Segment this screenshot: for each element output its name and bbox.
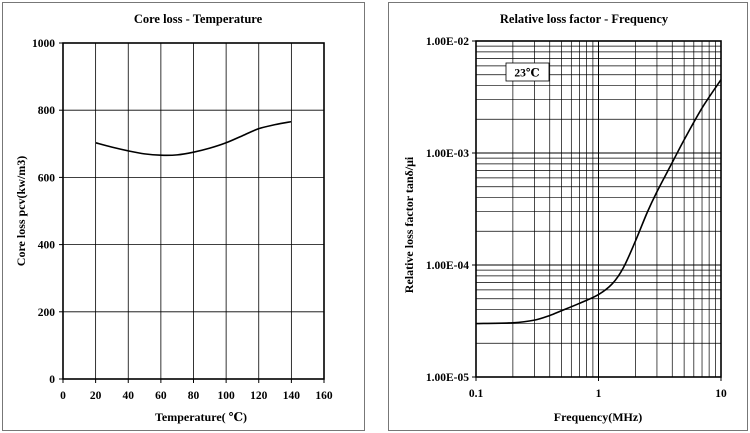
y-tick-label: 0 — [49, 374, 55, 386]
x-tick-label: 40 — [123, 390, 135, 402]
x-tick-label: 80 — [188, 390, 200, 402]
loss-factor-chart: Relative loss factor - Frequency 0.1 1 10 1… — [402, 12, 727, 424]
y-tick-label: 1.00E-05 — [426, 372, 469, 384]
y-axis-label: Core loss pcv(kw/m3) — [14, 156, 28, 266]
chart-title: Relative loss factor - Frequency — [500, 12, 669, 26]
x-tick-label: 140 — [283, 390, 301, 402]
y-tick-label: 200 — [38, 307, 56, 319]
annotation-box — [505, 62, 550, 82]
y-tick-label: 800 — [38, 105, 56, 117]
y-tick-label: 400 — [38, 240, 56, 252]
x-tick-label: 0 — [60, 390, 66, 402]
y-tick-label: 1.00E-02 — [426, 36, 469, 48]
core-loss-series-line — [95, 120, 292, 157]
y-axis-label: Relative loss factor tanδ/μi — [402, 156, 416, 293]
y-tick-label: 600 — [38, 172, 56, 184]
y-tick-label: 1.00E-03 — [426, 148, 469, 160]
x-axis-label: Temperature( ℃) — [155, 410, 247, 424]
temperature-annotation: 23℃ — [514, 68, 540, 80]
core-loss-chart: Core loss - Temperature 0 20 40 60 80 100 120 1… — [14, 12, 333, 424]
x-tick-label: 100 — [218, 390, 236, 402]
x-tick-label: 1 — [596, 388, 602, 400]
x-tick-label: 0.1 — [469, 388, 484, 400]
y-tick-label: 1000 — [32, 38, 55, 50]
x-axis-label: Frequency(MHz) — [554, 410, 642, 424]
x-tick-label: 10 — [715, 388, 727, 400]
x-tick-label: 60 — [155, 390, 167, 402]
loss-factor-series-line — [475, 79, 722, 325]
core-loss-chart-panel: Core loss - Temperature 0 20 40 60 80 100 120 1… — [2, 2, 365, 431]
chart-title: Core loss - Temperature — [134, 12, 263, 26]
loss-factor-chart-panel: Relative loss factor - Frequency 0.1 1 10 1… — [388, 2, 748, 431]
x-tick-label: 160 — [315, 390, 333, 402]
x-tick-label: 120 — [250, 390, 268, 402]
x-tick-label: 20 — [90, 390, 102, 402]
y-tick-label: 1.00E-04 — [426, 260, 469, 272]
